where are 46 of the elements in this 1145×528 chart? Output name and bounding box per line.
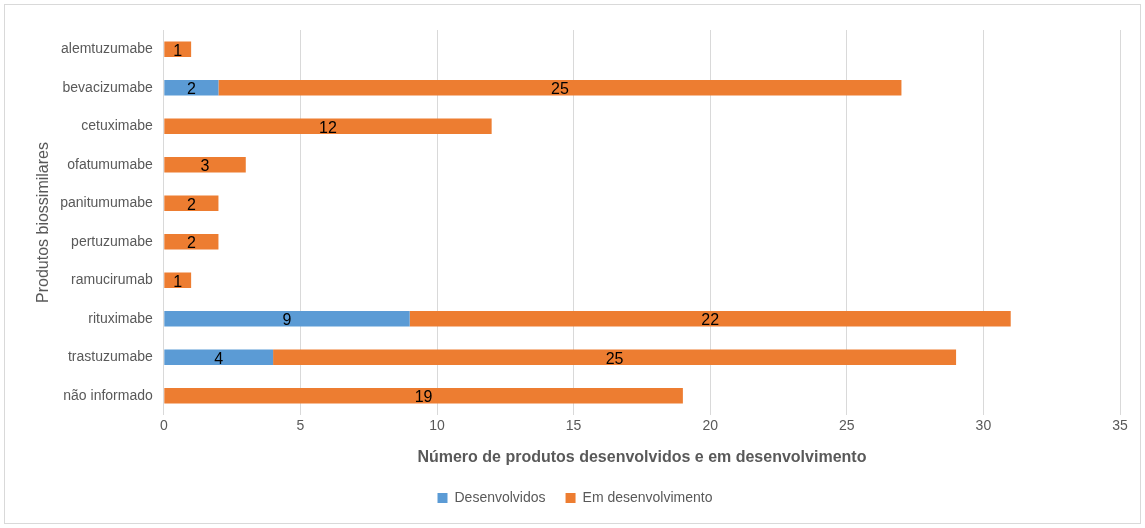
- data-label: 4: [214, 349, 224, 367]
- data-label: 2: [186, 195, 196, 213]
- y-tick-label: bevacizumabe: [62, 78, 154, 95]
- bar: [273, 349, 957, 365]
- x-tick-label: 25: [839, 417, 855, 434]
- x-tick-label: 30: [975, 417, 992, 434]
- y-tick-label: não informado: [63, 386, 154, 403]
- y-tick-label: ramucirumab: [71, 271, 154, 288]
- data-label: 1: [173, 41, 183, 59]
- data-label: 3: [200, 157, 210, 175]
- legend-label: Em desenvolvimento: [582, 488, 713, 505]
- data-label: 9: [282, 311, 292, 329]
- x-tick-label: 5: [296, 417, 305, 434]
- y-tick-label: rituximabe: [88, 309, 154, 326]
- bar: [164, 349, 274, 365]
- data-label: 1: [173, 272, 183, 290]
- y-axis-title: Produtos biossimilares: [34, 142, 52, 303]
- x-tick-label: 10: [429, 417, 446, 434]
- data-label: 25: [551, 80, 569, 98]
- data-label: 25: [605, 349, 624, 367]
- x-axis-title: Número de produtos desenvolvidos e em desenvolvimento: [417, 447, 867, 465]
- bar: [218, 80, 902, 96]
- y-tick-label: panitumumabe: [60, 194, 154, 211]
- data-label: 12: [319, 118, 337, 136]
- bar: [164, 195, 219, 211]
- data-label: 2: [186, 234, 196, 252]
- bar: [409, 311, 1011, 327]
- bar: [164, 118, 492, 134]
- bar: [164, 157, 246, 173]
- data-label: 22: [701, 311, 720, 329]
- x-tick-label: 20: [702, 417, 719, 434]
- x-tick-label: 35: [1112, 417, 1128, 434]
- bar: [164, 80, 219, 96]
- data-label: 19: [414, 388, 433, 406]
- y-tick-label: alemtuzumabe: [60, 40, 154, 57]
- data-label: 2: [186, 80, 196, 98]
- y-tick-label: cetuximabe: [81, 117, 154, 134]
- y-tick-label: ofatumumabe: [67, 155, 154, 172]
- y-tick-label: trastuzumabe: [67, 348, 154, 365]
- bar: [164, 388, 683, 404]
- bar: [164, 234, 219, 250]
- x-tick-label: 15: [565, 417, 582, 434]
- y-tick-label: pertuzumabe: [71, 232, 154, 249]
- x-tick-label: 0: [159, 417, 168, 434]
- bar: [164, 311, 410, 327]
- legend-label: Desenvolvidos: [454, 488, 546, 505]
